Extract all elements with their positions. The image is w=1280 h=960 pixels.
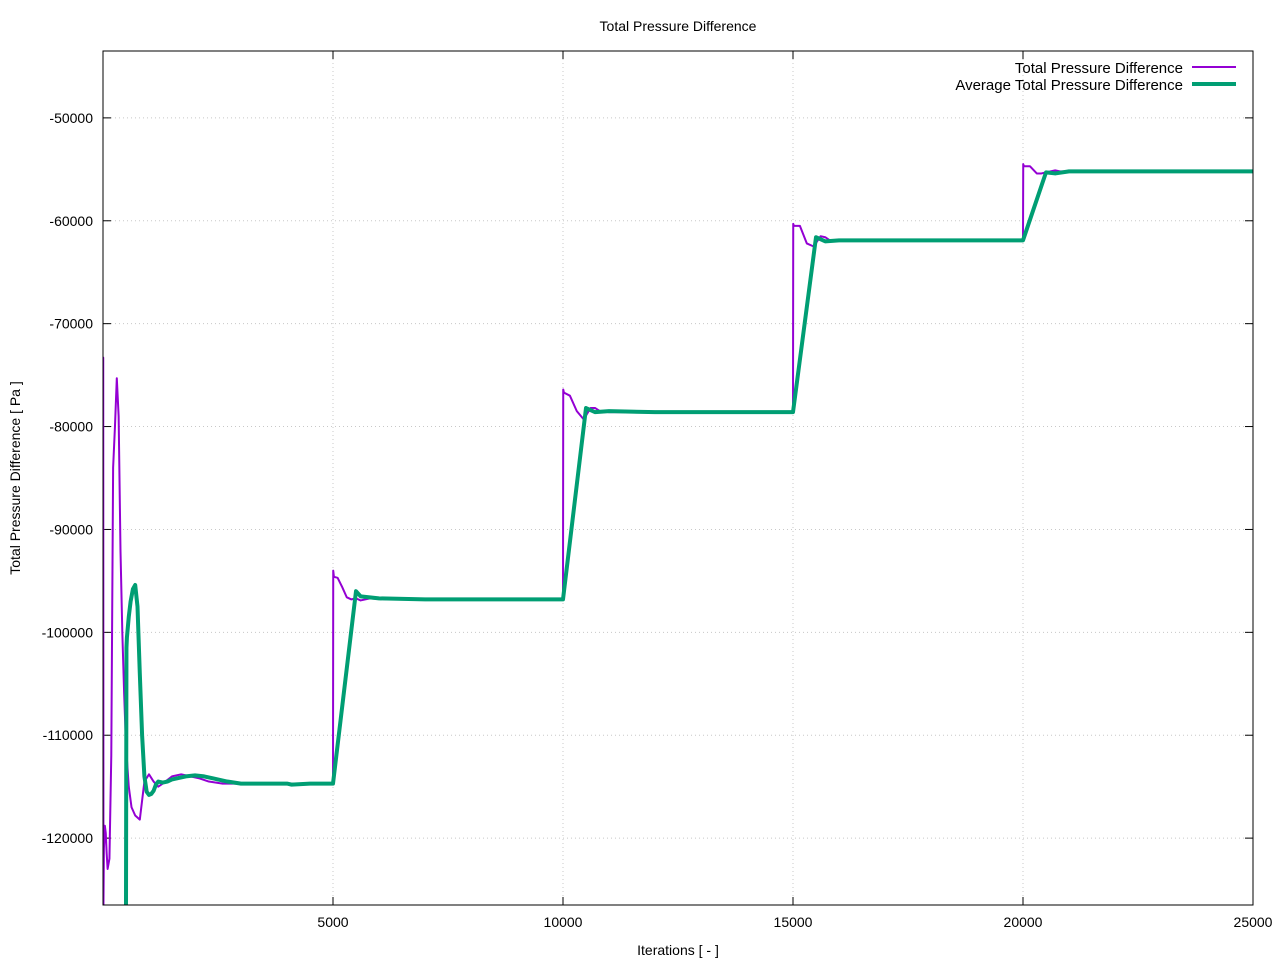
y-tick-label: -110000 (43, 727, 94, 743)
legend-label-total-pressure-difference: Total Pressure Difference (1015, 60, 1183, 77)
series-line-average-total-pressure-difference (124, 169, 1253, 905)
plot-frame (102, 50, 1254, 906)
chart-title: Total Pressure Difference (600, 18, 757, 34)
series-layer (103, 163, 1253, 905)
y-axis-label: Total Pressure Difference [ Pa ] (7, 381, 23, 575)
x-tick-label: 5000 (317, 914, 348, 930)
y-tick-label: -60000 (49, 213, 93, 229)
tick-labels: 5000 10000 15000 20000 25000 -50000 -60000 -700… (42, 110, 1273, 930)
legend: Total Pressure Difference Average Total … (955, 60, 1236, 94)
y-tick-label: -120000 (42, 830, 94, 846)
y-tick-label: -50000 (49, 110, 93, 126)
x-tick-label: 15000 (774, 914, 813, 930)
x-axis-label: Iterations [ - ] (637, 942, 719, 958)
x-tick-label: 25000 (1234, 914, 1273, 930)
legend-label-average-total-pressure-difference: Average Total Pressure Difference (955, 77, 1183, 94)
y-tick-label: -90000 (49, 521, 93, 537)
x-tick-label: 10000 (544, 914, 583, 930)
y-tick-label: -80000 (49, 419, 93, 435)
y-tick-label: -100000 (42, 624, 94, 640)
y-tick-label: -70000 (49, 316, 93, 332)
axis-ticks (103, 51, 1254, 905)
x-tick-label: 20000 (1004, 914, 1043, 930)
